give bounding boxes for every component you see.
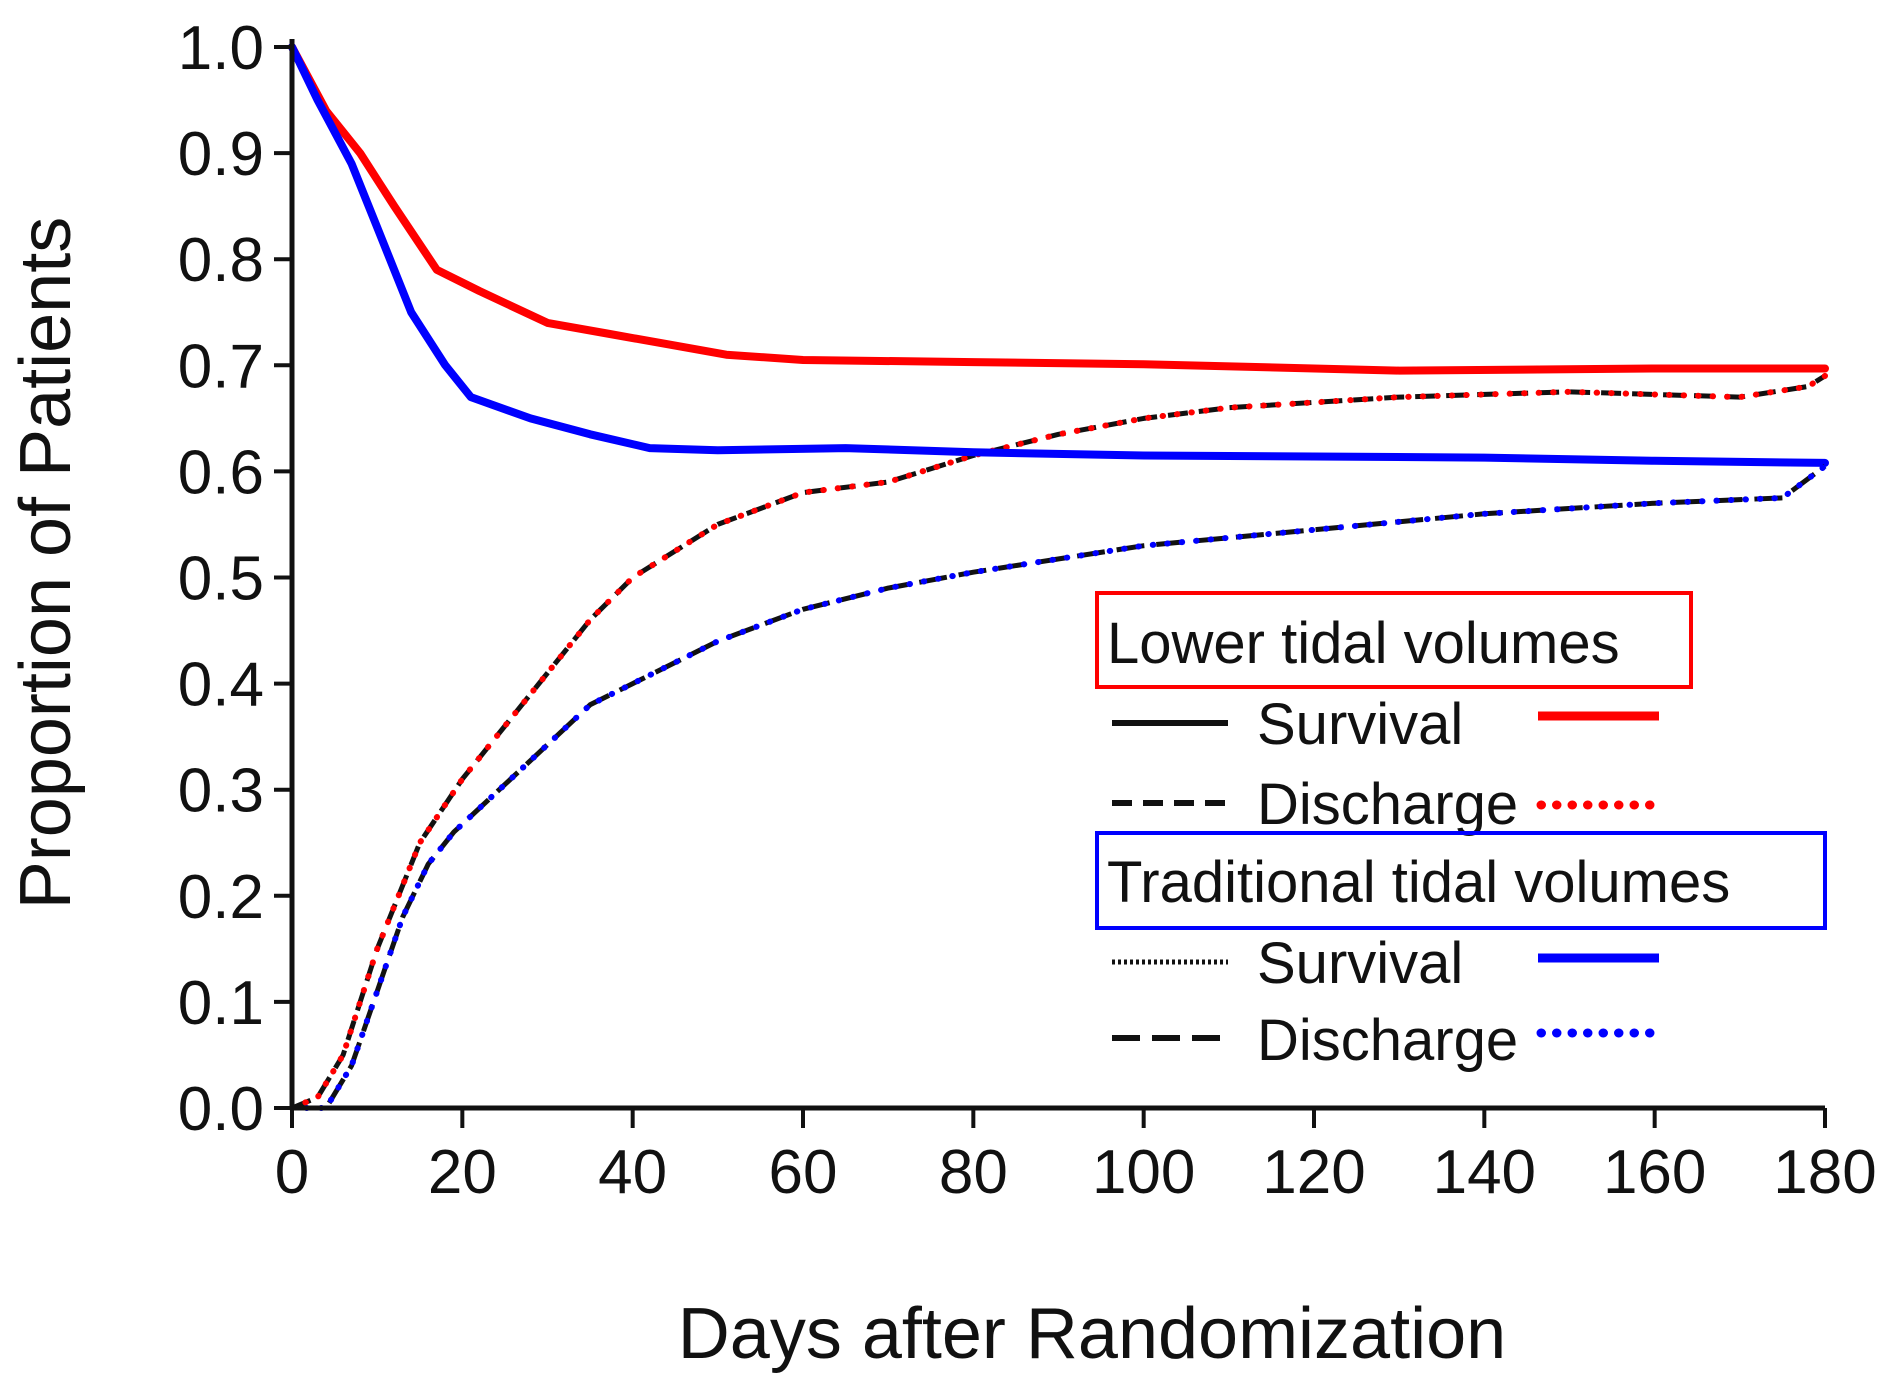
y-axis-label: Proportion of Patients	[6, 217, 86, 909]
y-tick-label: 0.5	[178, 545, 264, 614]
x-tick-label: 20	[428, 1138, 497, 1207]
y-tick-label: 0.4	[178, 651, 264, 720]
legend-group-title-traditional: Traditional tidal volumes	[1107, 850, 1730, 915]
series-traditional-survival-line	[288, 43, 1829, 467]
x-tick-label: 140	[1433, 1138, 1536, 1207]
axes: 0.0 0.1 0.2 0.3 0.4 0.5 0.6 0.7 0.8 0.9 1.0 0 20 40 60…	[178, 14, 1877, 1207]
legend-label-lower-discharge: Discharge	[1257, 772, 1518, 837]
y-tick-label: 0.3	[178, 757, 264, 826]
x-tick-label: 120	[1262, 1138, 1365, 1207]
y-tick-label: 0.6	[178, 438, 264, 507]
series-lower-discharge-black-line	[291, 373, 1827, 1111]
legend-label-traditional-discharge: Discharge	[1257, 1008, 1518, 1073]
x-tick-label: 160	[1603, 1138, 1706, 1207]
y-tick-label: 0.7	[178, 332, 264, 401]
legend-group-title-lower: Lower tidal volumes	[1107, 611, 1620, 676]
legend-group-box-lower	[1095, 591, 1693, 689]
x-tick-label: 180	[1773, 1138, 1876, 1207]
plot-series	[288, 43, 1829, 1111]
y-tick-label: 1.0	[178, 14, 264, 83]
x-tick-label: 40	[598, 1138, 667, 1207]
series-traditional-discharge-black-line	[292, 464, 1827, 1111]
y-tick-label: 0.8	[178, 226, 264, 295]
series-traditional-survival-black-line	[289, 45, 1826, 466]
x-axis-label: Days after Randomization	[678, 1294, 1506, 1374]
legend-group-box-traditional	[1095, 831, 1827, 930]
series-lower-survival-black-line	[289, 45, 1825, 374]
legend-label-lower-survival: Survival	[1257, 692, 1463, 757]
y-tick-label: 0.9	[178, 120, 264, 189]
x-tick-label: 80	[939, 1138, 1008, 1207]
y-tick-label: 0.1	[178, 969, 264, 1038]
legend-label-traditional-survival: Survival	[1257, 931, 1463, 996]
series-traditional-discharge-line	[289, 463, 1828, 1111]
x-tick-label: 100	[1092, 1138, 1195, 1207]
y-tick-label: 0.0	[178, 1075, 264, 1144]
x-tick-label: 60	[769, 1138, 838, 1207]
series-lower-survival-line	[288, 43, 1829, 375]
y-tick-label: 0.2	[178, 863, 264, 932]
legend: Lower tidal volumes Survival Discharge T…	[1095, 591, 1827, 1073]
series-lower-discharge-line	[289, 372, 1828, 1111]
x-tick-label: 0	[275, 1138, 309, 1207]
